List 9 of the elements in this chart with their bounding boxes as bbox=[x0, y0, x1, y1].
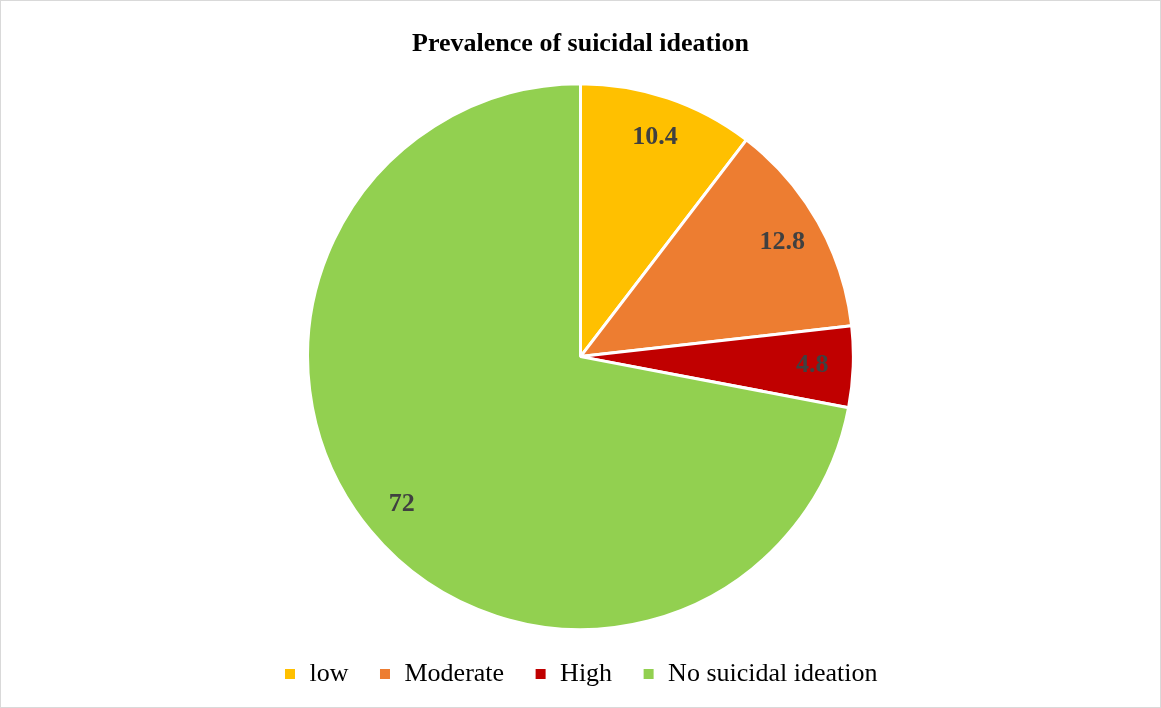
legend-label: High bbox=[560, 657, 613, 687]
legend-label: low bbox=[309, 657, 349, 687]
data-label: 10.4 bbox=[632, 120, 678, 150]
legend-label: No suicidal ideation bbox=[668, 657, 878, 687]
data-label: 4.8 bbox=[796, 349, 829, 379]
legend-label: Moderate bbox=[404, 657, 505, 687]
data-label: 12.8 bbox=[759, 226, 806, 256]
chart-title: Prevalence of suicidal ideation bbox=[412, 28, 750, 58]
data-label: 72 bbox=[388, 488, 415, 518]
